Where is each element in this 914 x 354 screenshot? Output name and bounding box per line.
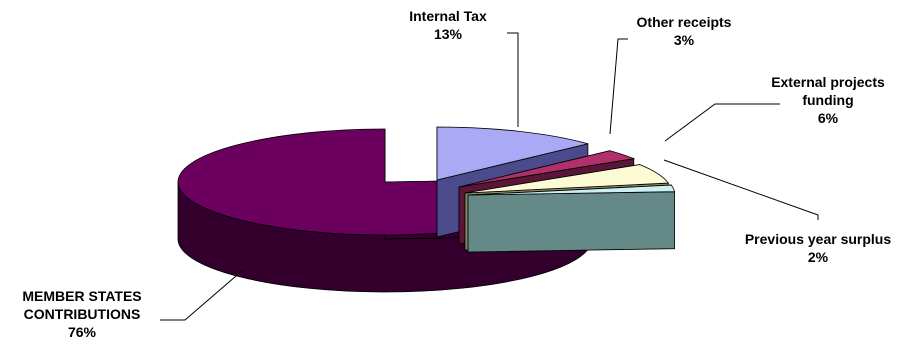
pct-internal-tax: 13% [434,26,463,42]
slice-labels: Internal Tax 13% Other receipts 3% External … [22,8,891,340]
label-external-projects-funding-line2: funding [802,92,853,108]
slice-previous-year-surplus [467,184,676,196]
slice-external-projects-funding [464,164,670,194]
pct-previous-year-surplus: 2% [808,249,829,265]
label-internal-tax: Internal Tax [409,8,487,24]
pct-other-receipts: 3% [674,32,695,48]
slice-internal-tax [436,126,589,181]
leader-external-projects-funding [664,103,780,142]
slice-wall-previous-year-surplus [467,191,675,253]
pie-tops [436,126,676,196]
leader-internal-tax [507,32,519,127]
label-other-receipts: Other receipts [637,14,732,30]
leader-other-receipts [609,38,628,135]
leader-lines [160,32,819,321]
slice-other-receipts [458,150,636,188]
leader-member-states-contributions [160,269,244,321]
label-previous-year-surplus: Previous year surplus [745,231,892,247]
label-member-states-contributions-line1: MEMBER STATES [22,288,141,304]
pct-member-states-contributions: 76% [68,324,97,340]
pct-external-projects-funding: 6% [818,110,839,126]
label-member-states-contributions-line2: CONTRIBUTIONS [24,306,141,322]
label-external-projects-funding-line1: External projects [771,74,885,90]
leader-previous-year-surplus [663,159,819,220]
